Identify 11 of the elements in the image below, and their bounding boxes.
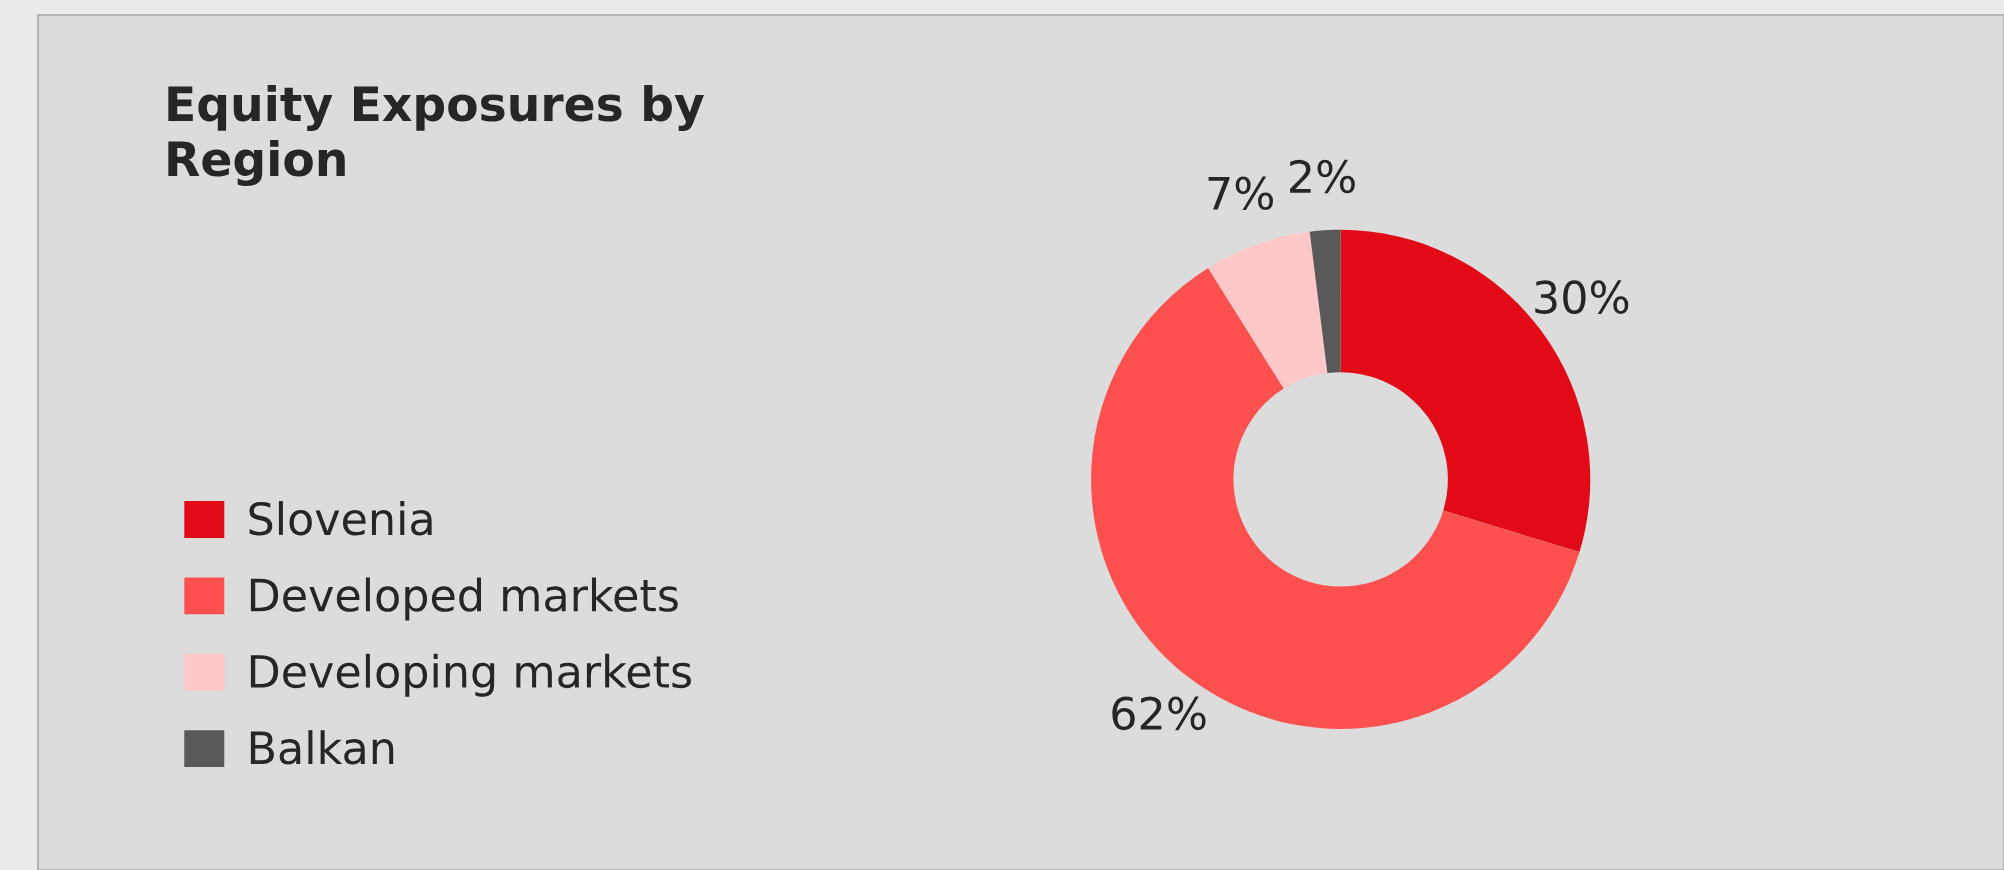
legend-label: Slovenia [249, 501, 432, 536]
data-label: 7% [1208, 176, 1273, 211]
donut-slice [1208, 231, 1328, 389]
legend-label: Balkan [250, 730, 394, 765]
chart-title: Equity Exposures by Region [168, 85, 704, 187]
data-label: 30% [1535, 280, 1629, 314]
legend-label: Developing markets [250, 653, 692, 697]
legend-label: Developed markets [250, 577, 678, 621]
donut-slice [1309, 229, 1341, 373]
data-label: 62% [1112, 696, 1206, 731]
data-label: 2% [1290, 159, 1355, 194]
